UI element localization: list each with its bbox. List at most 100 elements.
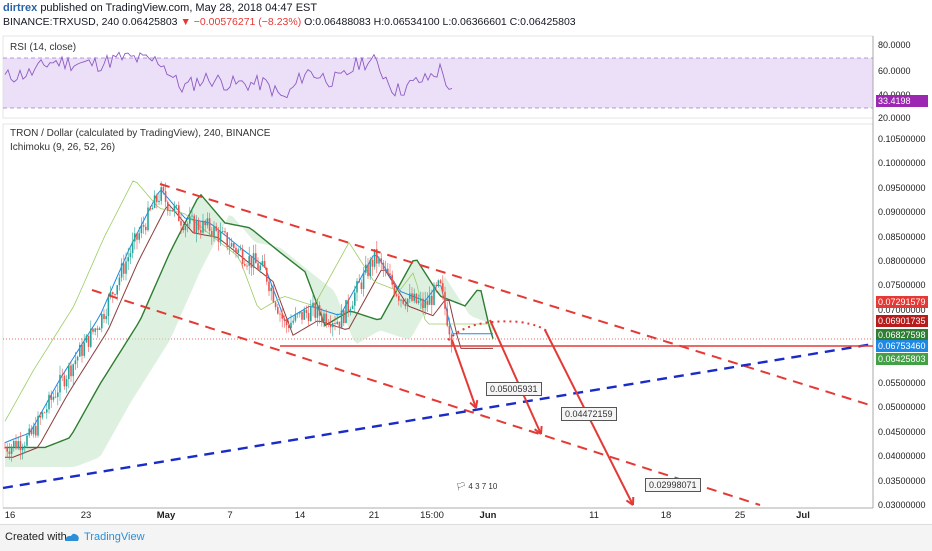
candle-body bbox=[226, 232, 228, 247]
candle-body bbox=[30, 428, 33, 435]
candle-body bbox=[444, 291, 446, 309]
candle-body bbox=[382, 262, 385, 270]
candle-body bbox=[314, 302, 316, 318]
candle-body bbox=[239, 249, 242, 251]
candles bbox=[4, 181, 453, 462]
candle-body bbox=[285, 320, 288, 326]
candle-body bbox=[415, 293, 418, 303]
events-marker[interactable]: 🏳 4 3 7 10 bbox=[456, 482, 497, 491]
support-trendline bbox=[2, 342, 874, 490]
candle-body bbox=[217, 230, 220, 242]
candle-body bbox=[211, 230, 213, 237]
candle-body bbox=[138, 233, 140, 240]
candle-body bbox=[94, 328, 96, 332]
candle-body bbox=[343, 310, 345, 324]
price-tick: 0.09000000 bbox=[878, 207, 926, 218]
candle-body bbox=[175, 205, 178, 207]
close-value: C:0.06425803 bbox=[509, 16, 576, 28]
candle-body bbox=[428, 295, 431, 305]
candle-body bbox=[134, 233, 136, 242]
candle-body bbox=[54, 396, 57, 398]
candle-body bbox=[411, 293, 413, 301]
candle-body bbox=[193, 215, 195, 233]
candle-body bbox=[151, 207, 154, 210]
candle-body bbox=[437, 280, 440, 286]
candle-body bbox=[391, 274, 393, 285]
candle-body bbox=[10, 446, 13, 454]
candle-body bbox=[156, 195, 158, 203]
price-tick: 0.03500000 bbox=[878, 475, 926, 486]
created-with-label: Created with bbox=[5, 531, 67, 543]
candle-body bbox=[230, 243, 233, 247]
price-tick: 0.05500000 bbox=[878, 378, 926, 388]
candle-body bbox=[310, 307, 312, 322]
candle-body bbox=[237, 249, 239, 253]
candle-body bbox=[299, 311, 301, 314]
candle-body bbox=[28, 428, 30, 436]
candle-body bbox=[274, 302, 277, 308]
candle-body bbox=[103, 314, 105, 320]
target-label-2[interactable]: 0.04472159 bbox=[561, 407, 617, 421]
candle-body bbox=[180, 221, 182, 226]
candle-body bbox=[380, 258, 382, 263]
candle-body bbox=[41, 412, 44, 418]
candle-body bbox=[15, 440, 17, 449]
candle-body bbox=[74, 360, 77, 365]
time-tick: 25 bbox=[734, 510, 746, 521]
candle-body bbox=[277, 307, 279, 314]
candle-body bbox=[244, 264, 246, 266]
candle-body bbox=[114, 294, 116, 295]
candle-body bbox=[48, 394, 50, 410]
target-arrow-1 bbox=[451, 339, 477, 409]
candle-body bbox=[39, 415, 41, 418]
tradingview-brand[interactable]: TradingView bbox=[84, 531, 145, 543]
candle-body bbox=[371, 260, 374, 267]
candle-body bbox=[6, 447, 8, 452]
time-tick: 18 bbox=[660, 510, 672, 521]
candle-body bbox=[248, 256, 250, 266]
publish-info: published on TradingView.com, May 28, 20… bbox=[40, 2, 318, 14]
high-value: H:0.06534100 bbox=[373, 16, 440, 28]
author-name[interactable]: dirtrex bbox=[3, 2, 38, 14]
candle-body bbox=[61, 374, 63, 376]
candle-body bbox=[301, 311, 303, 320]
candle-body bbox=[50, 394, 52, 400]
candle-body bbox=[365, 264, 367, 273]
symbol-label: BINANCE:TRXUSD, 240 bbox=[3, 16, 120, 28]
last-price: 0.06425803 bbox=[122, 16, 178, 28]
candle-body bbox=[140, 225, 143, 234]
target-label-1[interactable]: 0.05005931 bbox=[486, 382, 542, 396]
upper-trendline bbox=[159, 183, 874, 407]
price-tick: 0.07500000 bbox=[878, 280, 926, 291]
candle-body bbox=[127, 257, 129, 262]
candle-body bbox=[235, 247, 237, 253]
candle-body bbox=[393, 284, 396, 295]
candle-body bbox=[439, 280, 442, 284]
candle-body bbox=[46, 409, 48, 413]
rsi-tick: 60.0000 bbox=[878, 66, 911, 76]
candle-body bbox=[178, 205, 180, 222]
candle-body bbox=[318, 305, 321, 316]
candle-body bbox=[307, 312, 310, 322]
candle-body bbox=[43, 412, 46, 414]
target-arrow-3-head bbox=[625, 496, 635, 506]
candle-body bbox=[145, 226, 147, 231]
candle-body bbox=[131, 241, 134, 254]
candle-body bbox=[332, 323, 334, 328]
candle-body bbox=[283, 318, 286, 321]
candle-body bbox=[186, 223, 189, 227]
chart-canvas[interactable] bbox=[0, 0, 932, 524]
candle-body bbox=[312, 302, 314, 308]
candle-body bbox=[369, 260, 371, 277]
candle-body bbox=[395, 294, 398, 296]
candle-body bbox=[136, 233, 138, 240]
candle-body bbox=[323, 313, 325, 322]
price-badge: 0.07291579 bbox=[876, 296, 928, 308]
candle-body bbox=[105, 316, 107, 320]
candle-body bbox=[360, 282, 363, 289]
price-tick: 0.08500000 bbox=[878, 231, 926, 242]
candle-body bbox=[167, 201, 169, 211]
candle-body bbox=[65, 379, 68, 387]
target-label-3[interactable]: 0.02998071 bbox=[645, 478, 701, 492]
candle-body bbox=[224, 231, 226, 233]
